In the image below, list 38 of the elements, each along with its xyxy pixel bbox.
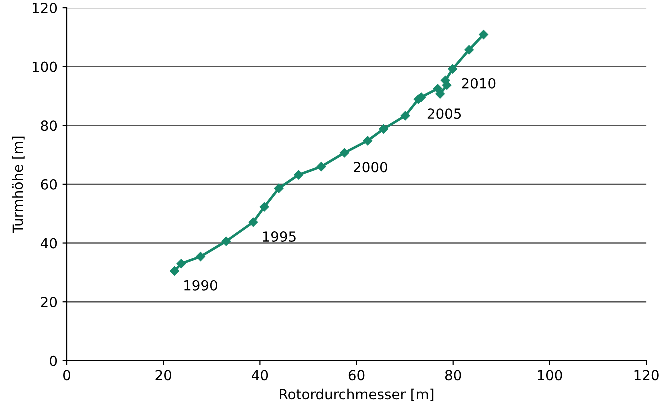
- x-axis-title: Rotordurchmesser [m]: [280, 388, 434, 401]
- point: [400, 111, 410, 121]
- x-tick-label: 0: [63, 370, 70, 381]
- point: [464, 45, 474, 55]
- point: [274, 184, 284, 194]
- annotation: 2005: [428, 108, 462, 120]
- point: [448, 64, 458, 74]
- x-tick-label: 100: [538, 370, 562, 381]
- x-tick-label: 60: [348, 370, 365, 381]
- y-tick-label: 40: [40, 238, 58, 249]
- x-tick-label: 80: [445, 370, 462, 381]
- point: [260, 202, 270, 212]
- y-tick-label: 80: [41, 120, 58, 132]
- point: [379, 124, 388, 134]
- annotation: 1990: [184, 280, 218, 291]
- y-tick-label: 20: [41, 297, 58, 308]
- point: [294, 170, 304, 180]
- annotation: 2010: [462, 78, 496, 89]
- point: [170, 266, 180, 276]
- point: [222, 236, 231, 246]
- x-tick-label: 40: [252, 370, 268, 381]
- point: [436, 90, 445, 99]
- point: [248, 218, 258, 228]
- annotation: 1995: [263, 232, 296, 242]
- y-tick-label: 120: [32, 2, 58, 14]
- point: [176, 259, 186, 268]
- y-tick-label: 100: [32, 62, 58, 72]
- annotation: 2000: [354, 162, 388, 173]
- point: [479, 30, 488, 40]
- x-tick-label: 20: [156, 370, 172, 381]
- point: [316, 162, 326, 172]
- y-axis-title: Turmhöhe [m]: [12, 136, 25, 234]
- y-tick-label: 0: [50, 356, 58, 366]
- y-tick-label: 60: [41, 179, 58, 190]
- point: [363, 136, 373, 146]
- x-tick-label: 120: [634, 370, 659, 381]
- point: [340, 148, 350, 158]
- point: [196, 252, 206, 262]
